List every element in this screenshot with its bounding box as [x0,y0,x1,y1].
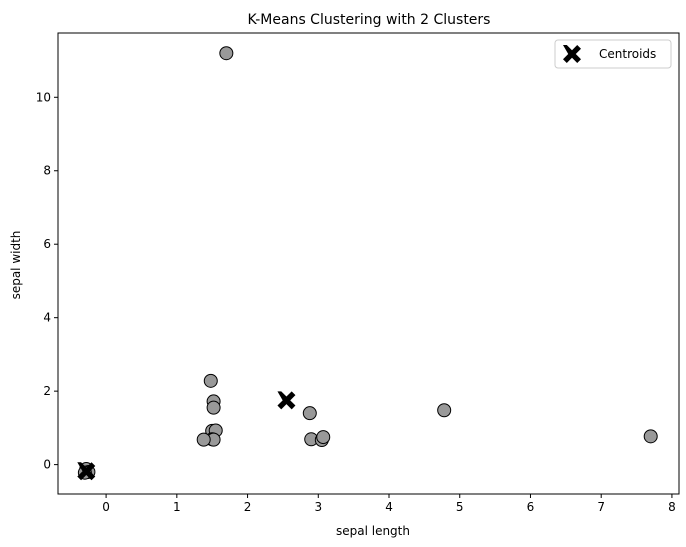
centroid-marker [77,462,96,481]
data-point [316,430,331,445]
data-point [219,46,234,61]
legend-centroid-marker [563,45,581,63]
x-axis-label: sepal length [336,524,410,538]
legend: Centroids [554,39,672,69]
x-tick-label: 2 [244,500,252,514]
data-point [206,400,221,415]
y-tick-label: 6 [43,237,51,251]
x-tick-label: 6 [527,500,535,514]
data-marks [77,46,658,481]
x-tick-label: 8 [668,500,676,514]
y-tick-label: 0 [43,458,51,472]
data-point [203,373,218,388]
legend-box [554,39,672,69]
x-tick-label: 3 [314,500,322,514]
data-point [196,432,211,447]
plot-area: 0 1 2 3 4 5 6 7 8 0 2 4 6 8 10 [36,32,680,514]
y-tick-label: 8 [43,164,51,178]
chart-title: K-Means Clustering with 2 Clusters [248,12,491,28]
plot-frame [57,32,680,495]
x-tick-label: 0 [102,500,110,514]
y-tick-label: 2 [43,384,51,398]
x-tick-label: 7 [597,500,605,514]
data-point [643,429,658,444]
legend-label-centroids: Centroids [599,47,656,61]
data-point [437,403,452,418]
y-axis-label: sepal width [9,231,23,300]
x-tick-label: 1 [173,500,181,514]
x-tick-label: 4 [385,500,393,514]
y-tick-label: 4 [43,311,51,325]
data-point [302,406,317,421]
y-tick-label: 10 [36,90,51,104]
x-tick-label: 5 [456,500,464,514]
centroid-marker [277,391,296,410]
